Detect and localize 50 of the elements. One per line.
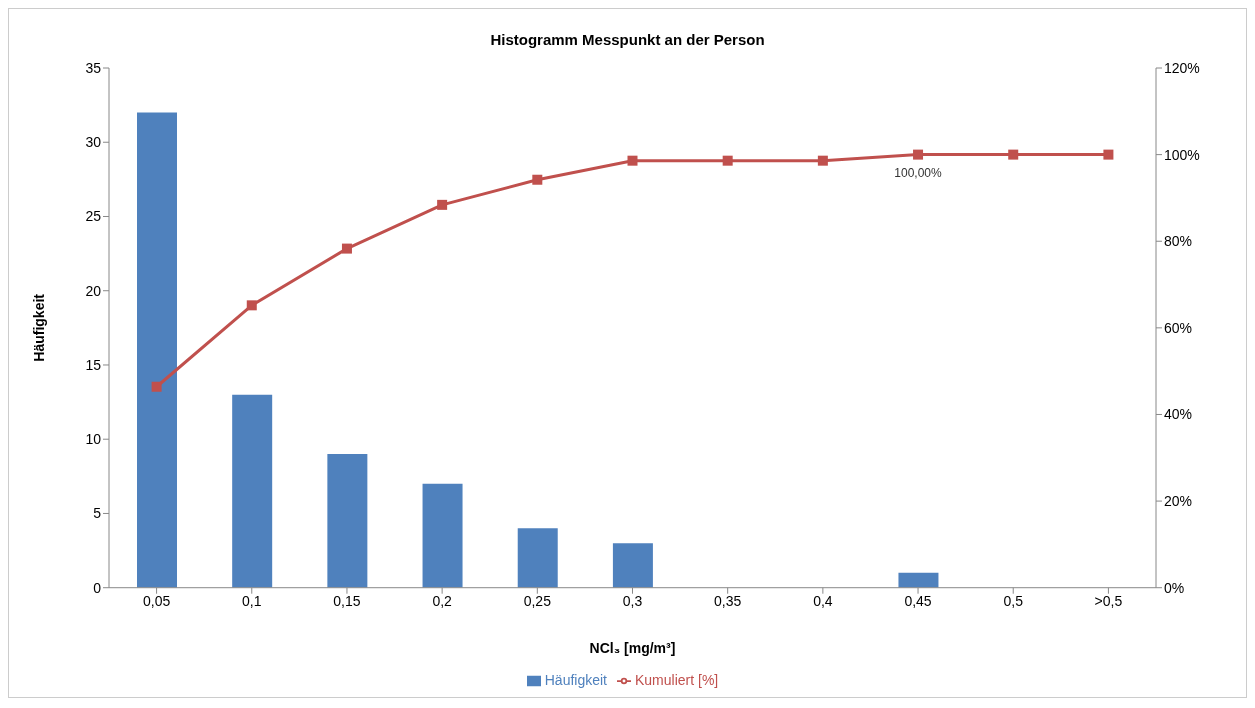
x-tick-label: 0,4 [813,592,833,609]
x-tick-label: 0,35 [714,592,742,609]
y-tick-label: 25 [85,208,102,225]
data-label: 100,00% [894,166,943,181]
x-tick-label: 0,15 [333,592,361,609]
point [1008,149,1019,160]
y2-tick-label: 0% [1164,579,1185,596]
point [246,300,257,311]
bar [232,394,273,588]
bar [137,112,177,588]
y2-tick-label: 40% [1164,406,1193,423]
point [151,381,162,392]
point [341,243,352,254]
legend-label: Kumuliert [%] [635,671,719,688]
y-tick-label: 20 [85,282,102,299]
y-tick-label: 0 [93,579,102,596]
legend-label: Häufigkeit [544,671,607,688]
y-tick-label: 30 [85,134,102,151]
x-tick-label: 0,1 [242,592,262,609]
x-tick-label: 0,3 [622,592,643,609]
y-tick-label: 35 [85,59,102,76]
point [722,155,733,166]
x-axis-title: NCl₃ [mg/m³] [589,639,676,656]
point [817,155,828,166]
x-tick-label: 0,5 [1003,592,1024,609]
bar [422,483,463,588]
point [913,149,924,160]
point [532,174,543,185]
y-axis-title: Häufigkeit [30,293,47,362]
bar [612,543,653,588]
bar [327,454,368,588]
y2-tick-label: 100% [1164,146,1200,163]
bar [517,528,558,588]
point [627,155,638,166]
x-tick-label: 0,2 [432,592,453,609]
y2-tick-label: 80% [1164,233,1193,250]
point [1103,149,1114,160]
y-tick-label: 5 [93,505,102,522]
y2-tick-label: 120% [1164,59,1200,76]
y2-tick-label: 60% [1164,319,1193,336]
chart-title: Histogramm Messpunkt an der Person [489,30,766,48]
y2-tick-label: 20% [1164,493,1193,510]
y-tick-label: 10 [85,431,102,448]
point [437,199,448,210]
x-tick-label: 0,25 [523,592,552,609]
x-tick-label: >0,5 [1094,592,1123,609]
y-tick-label: 15 [85,356,102,373]
bar [898,572,939,588]
x-tick-label: 0,45 [904,592,932,609]
x-tick-label: 0,05 [142,592,171,609]
